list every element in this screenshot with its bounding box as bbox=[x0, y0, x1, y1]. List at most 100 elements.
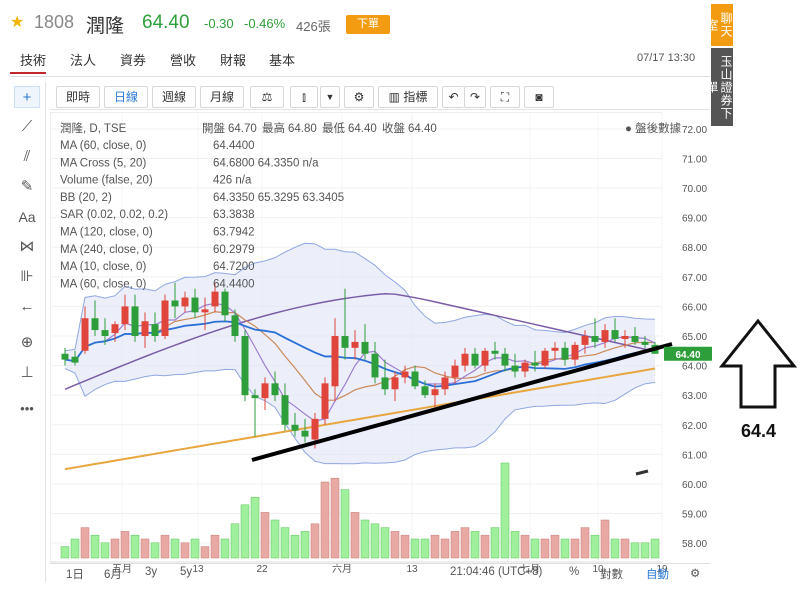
range-1d-button[interactable]: 1日 bbox=[66, 569, 84, 581]
candle-body bbox=[411, 371, 419, 387]
candle-body bbox=[391, 377, 399, 390]
y-tick-label: 72.00 bbox=[682, 125, 707, 136]
candle-body bbox=[461, 353, 469, 366]
bottom-gear-icon[interactable]: ⚙ bbox=[690, 568, 701, 580]
indicators-button[interactable]: ▥ 指標 bbox=[378, 86, 438, 108]
ma60-line bbox=[64, 292, 656, 390]
candle-body bbox=[241, 336, 249, 396]
legend-line-values: 64.3350 65.3295 63.3405 bbox=[213, 192, 344, 204]
price-change: -0.30 bbox=[204, 16, 234, 31]
camera-icon[interactable]: ◙ bbox=[524, 86, 554, 108]
volume-bar bbox=[260, 512, 270, 559]
legend-line-values: 60.2979 bbox=[213, 244, 255, 256]
volume-bar bbox=[330, 477, 340, 559]
more-icon[interactable]: ••• bbox=[20, 401, 34, 416]
volume-bar bbox=[90, 534, 100, 559]
tab-margin[interactable]: 資券 bbox=[120, 53, 147, 68]
volume-bar bbox=[610, 538, 620, 559]
datetime-label: 07/17 13:30 bbox=[637, 52, 696, 64]
volume-bar bbox=[370, 523, 380, 559]
volume-bar bbox=[230, 523, 240, 559]
favorite-star-icon[interactable]: ★ bbox=[10, 14, 25, 31]
trendline-icon[interactable]: ⟋ bbox=[21, 118, 33, 135]
chart-bottom-bar bbox=[50, 563, 710, 583]
measure-icon[interactable]: ⊥ bbox=[20, 364, 34, 381]
auto-scale-toggle[interactable]: 自動 bbox=[646, 569, 669, 581]
range-daily-button[interactable]: 日線 bbox=[104, 86, 148, 108]
volume-bar bbox=[110, 538, 120, 559]
range-intraday-button[interactable]: 即時 bbox=[56, 86, 100, 108]
volume-bar bbox=[380, 527, 390, 559]
fullscreen-icon[interactable]: ⛶ bbox=[490, 86, 520, 108]
order-button[interactable]: 下單 bbox=[346, 15, 390, 34]
volume-bar bbox=[570, 538, 580, 559]
range-5y-button[interactable]: 5y bbox=[180, 566, 193, 578]
candle-body bbox=[371, 353, 379, 378]
candle-body bbox=[181, 297, 189, 307]
undo-icon[interactable]: ↶ bbox=[442, 86, 464, 108]
range-monthly-button[interactable]: 月線 bbox=[200, 86, 244, 108]
brush-icon[interactable]: ✎ bbox=[20, 178, 34, 195]
candlestick-type-icon[interactable]: ⫾ bbox=[290, 86, 318, 108]
broker-order-button[interactable]: 玉山證券下單 bbox=[705, 48, 733, 126]
legend-line-values: 64.4400 bbox=[213, 278, 255, 290]
volume-bar bbox=[140, 538, 150, 559]
volume-bar bbox=[560, 538, 570, 559]
y-tick-label: 70.00 bbox=[682, 184, 707, 195]
volume-bar bbox=[580, 527, 590, 559]
candle-body bbox=[101, 330, 109, 336]
volume-bar bbox=[540, 538, 550, 559]
candle-body bbox=[71, 356, 79, 363]
tab-technical[interactable]: 技術 bbox=[20, 53, 47, 68]
fib-tool-icon[interactable]: ⫽ bbox=[23, 148, 31, 165]
candle-body bbox=[111, 324, 119, 334]
prediction-tool-icon[interactable]: ⊪ bbox=[20, 268, 34, 285]
last-price-tag-label: 64.40 bbox=[675, 350, 700, 361]
candle-body bbox=[271, 383, 279, 396]
tab-revenue[interactable]: 營收 bbox=[170, 53, 197, 68]
volume-bar bbox=[390, 531, 400, 559]
tab-basic[interactable]: 基本 bbox=[269, 53, 296, 68]
candle-body bbox=[561, 347, 569, 360]
volume-bar bbox=[190, 538, 200, 559]
x-tick-label: 13 bbox=[406, 564, 418, 575]
y-tick-label: 60.00 bbox=[682, 480, 707, 491]
price-chart[interactable]: 72.00 71.00 70.00 69.00 68.00 67.00 66.00 65.00… bbox=[50, 112, 715, 580]
marker-dash bbox=[635, 469, 649, 476]
volume-bar bbox=[70, 538, 80, 559]
zoom-icon[interactable]: ⊕ bbox=[20, 334, 34, 351]
volume-bar bbox=[280, 527, 290, 559]
candle-body bbox=[141, 321, 149, 336]
redo-icon[interactable]: ↷ bbox=[464, 86, 486, 108]
candle-body bbox=[641, 341, 649, 345]
range-weekly-button[interactable]: 週線 bbox=[152, 86, 196, 108]
compare-scale-icon[interactable]: ⚖ bbox=[250, 86, 284, 108]
gear-icon[interactable]: ⚙ bbox=[344, 86, 374, 108]
text-tool-icon[interactable]: Aa bbox=[18, 209, 36, 225]
range-3y-button[interactable]: 3y bbox=[145, 566, 158, 578]
candle-body bbox=[331, 336, 339, 387]
tab-institutional[interactable]: 法人 bbox=[70, 53, 97, 68]
legend-line-values: 64.4400 bbox=[213, 140, 255, 152]
arrow-left-icon[interactable]: ← bbox=[19, 298, 35, 315]
range-6m-button[interactable]: 6月 bbox=[104, 569, 122, 581]
candle-body bbox=[281, 395, 289, 425]
percent-scale-toggle[interactable]: % bbox=[569, 566, 580, 578]
legend-line-label: MA (60, close, 0) bbox=[60, 278, 146, 290]
volume-bar bbox=[450, 531, 460, 559]
candle-body bbox=[431, 389, 439, 396]
log-scale-toggle[interactable]: 對數 bbox=[600, 569, 623, 581]
candle-body bbox=[191, 297, 199, 313]
legend-ohlc: 最低 bbox=[322, 122, 345, 135]
chatroom-button[interactable]: 聊天室 bbox=[705, 4, 733, 46]
crosshair-icon[interactable]: + bbox=[14, 86, 40, 108]
tab-financials[interactable]: 財報 bbox=[220, 53, 247, 68]
clock-label: 21:04:46 (UTC+8) bbox=[450, 566, 543, 578]
legend-ohlc: 64.40 bbox=[348, 123, 377, 135]
volume-bar bbox=[320, 481, 330, 559]
legend-line-label: MA Cross (5, 20) bbox=[60, 157, 146, 169]
pattern-tool-icon[interactable]: ⋈ bbox=[19, 238, 35, 255]
chevron-down-icon[interactable]: ▼ bbox=[320, 86, 340, 108]
candle-body bbox=[251, 395, 259, 399]
volume-bar bbox=[120, 531, 130, 559]
